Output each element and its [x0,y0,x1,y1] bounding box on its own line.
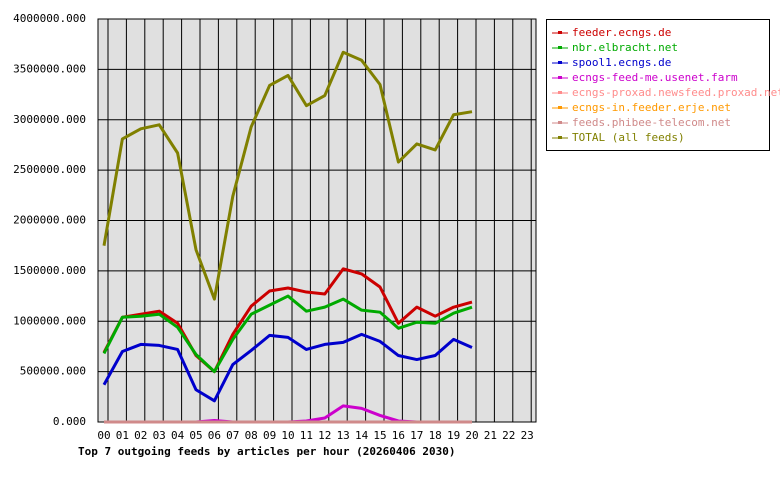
x-tick-label: 18 [429,429,442,442]
y-tick-label: 3500000.000 [13,62,86,75]
x-tick-label: 15 [373,429,386,442]
legend-marker [558,136,562,139]
chart-title: Top 7 outgoing feeds by articles per hou… [78,445,456,458]
legend-label: spool1.ecngs.de [572,56,671,69]
legend-marker [558,76,562,79]
x-tick-label: 06 [208,429,221,442]
legend-box [546,19,770,151]
x-tick-label: 20 [465,429,478,442]
legend-label: ecngs-proxad.newsfeed.proxad.net [572,86,780,99]
series-line [102,294,473,374]
y-tick-label: 500000.000 [20,365,86,378]
x-tick-label: 17 [410,429,423,442]
series-line [102,50,473,301]
y-tick-label: 2500000.000 [13,163,86,176]
legend-label: TOTAL (all feeds) [572,131,685,144]
y-tick-label: 1000000.000 [13,314,86,327]
x-tick-label: 00 [97,429,110,442]
x-tick-label: 02 [134,429,147,442]
x-tick-label: 22 [502,429,515,442]
x-tick-label: 01 [116,429,129,442]
x-tick-label: 11 [300,429,313,442]
x-tick-label: 05 [189,429,202,442]
x-tick-label: 08 [245,429,258,442]
legend-marker [558,31,562,34]
legend-label: ecngs-in.feeder.erje.net [572,101,731,114]
legend-label: feeder.ecngs.de [572,26,671,39]
legend-label: nbr.elbracht.net [572,41,678,54]
legend-marker [558,91,562,94]
x-tick-label: 07 [226,429,239,442]
x-tick-label: 03 [153,429,166,442]
y-tick-label: 1500000.000 [13,264,86,277]
y-tick-label: 0.000 [53,415,86,428]
x-tick-label: 21 [484,429,497,442]
series-line [102,267,473,374]
x-tick-label: 13 [337,429,350,442]
legend-marker [558,46,562,49]
y-tick-label: 3000000.000 [13,113,86,126]
x-tick-label: 23 [521,429,534,442]
legend-label: feeds.phibee-telecom.net [572,116,731,129]
legend-marker [558,121,562,124]
x-tick-label: 04 [171,429,185,442]
y-tick-label: 2000000.000 [13,214,86,227]
x-tick-label: 12 [318,429,331,442]
x-tick-label: 19 [447,429,460,442]
series-line [102,332,473,403]
x-tick-label: 16 [392,429,405,442]
legend-marker [558,106,562,109]
y-tick-label: 4000000.000 [13,12,86,25]
legend-label: ecngs-feed-me.usenet.farm [572,71,738,84]
legend-marker [558,61,562,64]
x-tick-label: 14 [355,429,369,442]
x-tick-label: 10 [281,429,294,442]
x-tick-label: 09 [263,429,276,442]
